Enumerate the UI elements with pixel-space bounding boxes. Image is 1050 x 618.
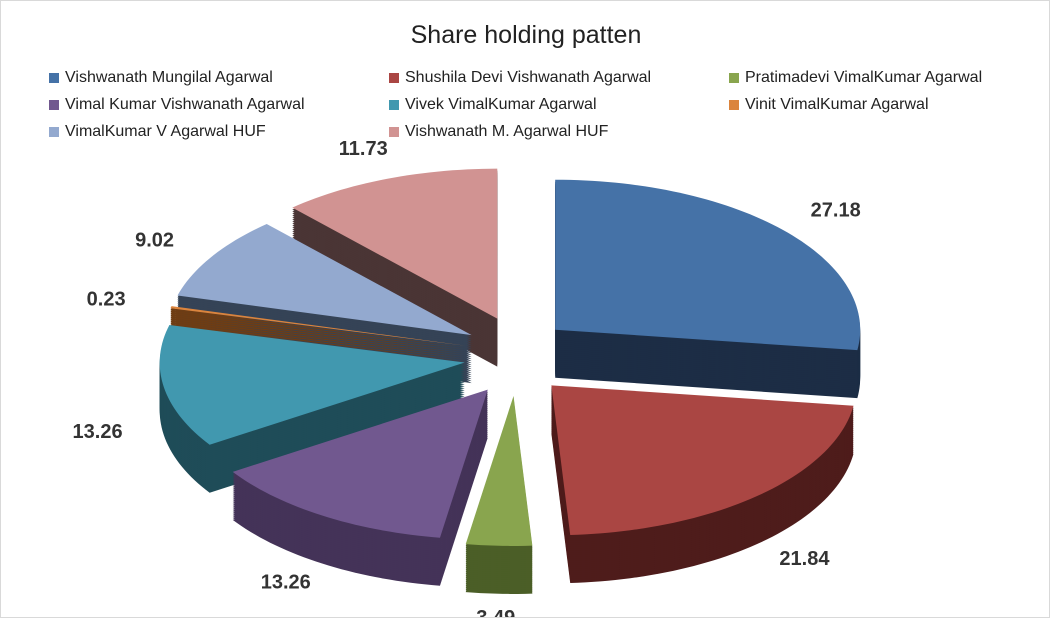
pie-slice xyxy=(232,389,488,586)
chart-title: Share holding patten xyxy=(410,21,642,49)
legend-swatch xyxy=(49,100,59,110)
legend-swatch xyxy=(729,73,739,83)
pie-slice xyxy=(177,223,472,384)
pie-slice xyxy=(551,385,854,584)
pie-slice-top xyxy=(465,395,533,546)
pie-slice xyxy=(555,179,861,399)
legend-label: VimalKumar V Agarwal HUF xyxy=(65,123,266,140)
pie-slice-top xyxy=(159,325,465,445)
legend-label: Shushila Devi Vishwanath Agarwal xyxy=(405,69,652,86)
pie-slice-top xyxy=(551,385,854,536)
legend-item: Shushila Devi Vishwanath Agarwal xyxy=(389,69,651,87)
pie-slice xyxy=(465,395,533,594)
data-label: 21.84 xyxy=(779,548,830,570)
data-label: 13.26 xyxy=(261,572,311,594)
legend-swatch xyxy=(389,100,399,110)
pie-slice-top xyxy=(555,179,861,351)
data-label: 27.18 xyxy=(811,199,861,221)
legend-item: VimalKumar V Agarwal HUF xyxy=(49,123,266,141)
pie-slice-top xyxy=(177,223,472,336)
legend-swatch xyxy=(49,73,59,83)
legend-label: Vishwanath M. Agarwal HUF xyxy=(405,123,609,140)
legend-item: Vinit VimalKumar Agarwal xyxy=(729,96,929,114)
legend-swatch xyxy=(729,100,739,110)
data-label: 11.73 xyxy=(339,138,388,160)
legend-item: Vimal Kumar Vishwanath Agarwal xyxy=(49,96,305,114)
legend-label: Pratimadevi VimalKumar Agarwal xyxy=(745,69,983,86)
legend-item: Vishwanath Mungilal Agarwal xyxy=(49,69,273,87)
pie-slice xyxy=(159,325,465,493)
data-label: 9.02 xyxy=(135,229,174,251)
legend-label: Vishwanath Mungilal Agarwal xyxy=(65,69,273,86)
pie-slice-top xyxy=(170,306,466,346)
legend-swatch xyxy=(49,127,59,137)
legend-label: Vinit VimalKumar Agarwal xyxy=(745,96,929,113)
data-label: 13.26 xyxy=(73,421,123,443)
legend-swatch xyxy=(389,73,399,83)
pie-slice-top xyxy=(232,389,488,538)
legend-item: Vishwanath M. Agarwal HUF xyxy=(389,123,608,141)
legend-label: Vimal Kumar Vishwanath Agarwal xyxy=(65,96,305,113)
data-label: 3.49 xyxy=(476,607,515,618)
data-label: 0.23 xyxy=(87,289,126,311)
pie-slice-top xyxy=(292,168,498,319)
legend-swatch xyxy=(389,127,399,137)
legend-item: Pratimadevi VimalKumar Agarwal xyxy=(729,69,982,87)
legend-item: Vivek VimalKumar Agarwal xyxy=(389,96,597,114)
legend-label: Vivek VimalKumar Agarwal xyxy=(405,96,597,113)
